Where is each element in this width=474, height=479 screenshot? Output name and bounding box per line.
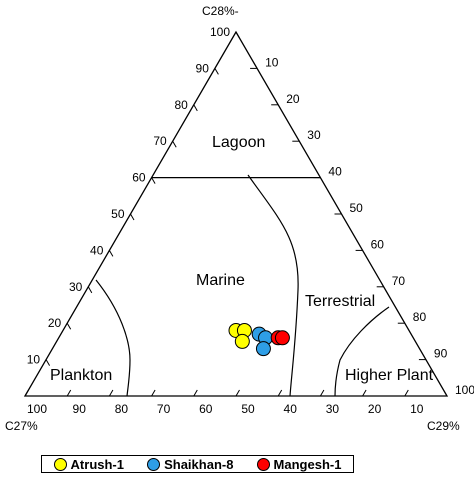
tick-mark bbox=[277, 389, 283, 397]
tick-label-bottom: 40 bbox=[284, 402, 298, 416]
tick-label-left: 80 bbox=[174, 98, 188, 112]
tick-label-left: 70 bbox=[153, 134, 167, 148]
plankton-boundary bbox=[95, 279, 131, 397]
tick-marks: 10 20 30 40 50 60 70 80 90 100 100 90 80 70 60 50 40 30 20… bbox=[24, 25, 474, 416]
tick-label-bottom: 60 bbox=[199, 402, 213, 416]
tick-label-right: 100 bbox=[455, 383, 474, 397]
legend: Atrush-1 Shaikhan-8 Mangesh-1 bbox=[41, 455, 354, 473]
tick-mark bbox=[45, 359, 51, 366]
tick-mark bbox=[193, 389, 198, 397]
higher-plant-boundary bbox=[334, 306, 390, 397]
tick-label-bottom: 100 bbox=[27, 402, 47, 416]
data-point bbox=[234, 333, 250, 349]
tick-label-left: 60 bbox=[132, 171, 146, 185]
tick-label-left: 20 bbox=[48, 316, 62, 330]
tick-label-left: 90 bbox=[196, 61, 210, 75]
tick-mark bbox=[66, 389, 72, 397]
marine-terrestrial-boundary bbox=[247, 174, 299, 397]
tick-mark bbox=[172, 140, 177, 148]
tick-mark bbox=[151, 177, 156, 184]
tick-mark bbox=[130, 213, 135, 221]
tick-label-bottom: 50 bbox=[241, 402, 255, 416]
tick-label-bottom: 20 bbox=[368, 402, 382, 416]
tick-label-bottom: 70 bbox=[157, 402, 171, 416]
data-point bbox=[255, 341, 271, 357]
corner-label-top: C28%- bbox=[202, 4, 239, 18]
data-point bbox=[274, 330, 290, 346]
tick-label-left: 50 bbox=[111, 207, 125, 221]
legend-swatch bbox=[53, 457, 67, 471]
tick-label-bottom: 10 bbox=[410, 402, 424, 416]
legend-label: Atrush-1 bbox=[70, 456, 124, 472]
tick-label-bottom: 30 bbox=[326, 402, 340, 416]
tick-label-left: 40 bbox=[90, 243, 104, 257]
tick-mark bbox=[66, 322, 72, 330]
legend-label: Shaikhan-8 bbox=[164, 456, 234, 472]
legend-item-mangesh: Mangesh-1 bbox=[256, 456, 342, 472]
tick-label-bottom: 80 bbox=[115, 402, 129, 416]
tick-label-right: 40 bbox=[328, 165, 342, 179]
legend-item-atrush: Atrush-1 bbox=[53, 456, 124, 472]
tick-mark bbox=[24, 389, 29, 397]
region-label-plankton: Plankton bbox=[50, 367, 112, 384]
legend-label: Mangesh-1 bbox=[273, 456, 342, 472]
tick-label-right: 60 bbox=[371, 237, 385, 251]
region-label-higher-plant: Higher Plant bbox=[345, 367, 434, 384]
tick-mark bbox=[151, 389, 156, 397]
tick-mark bbox=[404, 389, 409, 397]
tick-label-right: 80 bbox=[413, 310, 427, 324]
tick-mark bbox=[108, 389, 114, 397]
tick-label-right: 30 bbox=[307, 128, 321, 142]
region-boundaries bbox=[95, 174, 390, 397]
tick-mark bbox=[193, 104, 198, 112]
corner-label-left: C27% bbox=[5, 419, 38, 433]
tick-mark bbox=[362, 389, 367, 397]
tick-mark bbox=[87, 286, 93, 294]
data-points bbox=[228, 322, 290, 357]
tick-mark bbox=[235, 31, 240, 39]
corner-label-right: C29% bbox=[427, 419, 460, 433]
tick-label-right: 20 bbox=[286, 92, 300, 106]
tick-mark bbox=[319, 389, 325, 397]
region-label-terrestrial: Terrestrial bbox=[305, 293, 375, 310]
tick-label-right: 50 bbox=[350, 201, 364, 215]
tick-label-right: 10 bbox=[265, 55, 279, 69]
legend-swatch bbox=[147, 457, 161, 471]
legend-item-shaikhan: Shaikhan-8 bbox=[147, 457, 233, 472]
tick-label-right: 90 bbox=[434, 347, 448, 361]
region-label-lagoon: Lagoon bbox=[212, 134, 265, 151]
tick-mark bbox=[108, 250, 114, 257]
tick-label-left: 100 bbox=[210, 25, 230, 39]
tick-mark bbox=[235, 389, 240, 397]
region-label-marine: Marine bbox=[196, 272, 245, 289]
tick-label-right: 70 bbox=[392, 274, 406, 288]
ternary-chart: 10 20 30 40 50 60 70 80 90 100 100 90 80 70 60 50 40 30 20… bbox=[5, 4, 474, 433]
tick-label-bottom: 90 bbox=[73, 402, 87, 416]
tick-label-left: 10 bbox=[27, 353, 41, 367]
tick-label-left: 30 bbox=[69, 280, 83, 294]
legend-swatch bbox=[256, 457, 270, 471]
tick-mark bbox=[214, 68, 219, 75]
